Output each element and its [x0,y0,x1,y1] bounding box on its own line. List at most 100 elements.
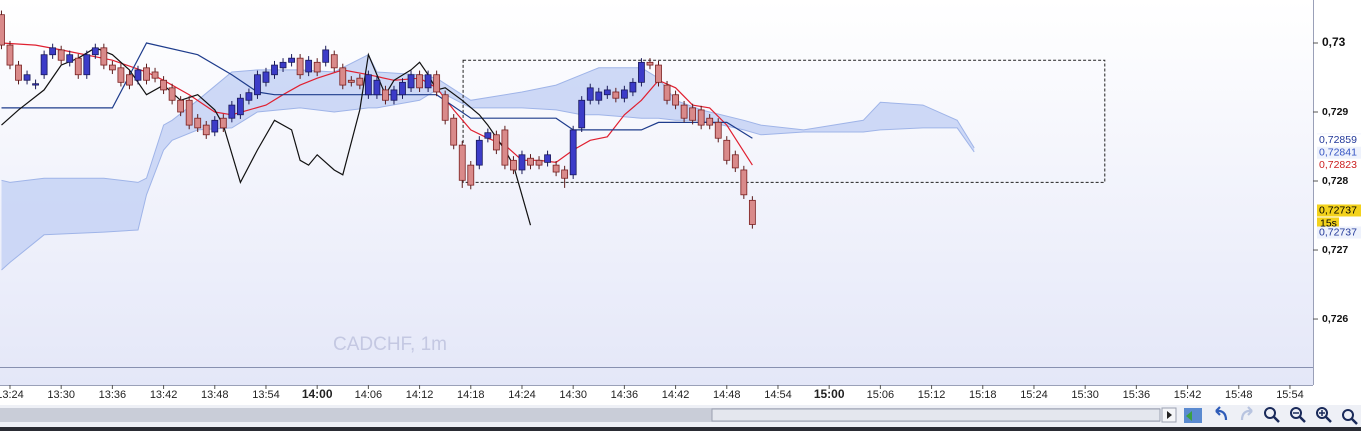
candle-body [458,144,466,181]
toolbar-icons [1184,406,1358,425]
x-tick-label: 15:06 [867,389,895,401]
candle-body [279,61,287,69]
candle-body [330,54,338,69]
candle-body [168,87,176,101]
candle-body [117,67,125,83]
candle-body [595,91,603,101]
candle-body [612,91,620,99]
candle-body [185,99,193,126]
candle-body [399,81,406,96]
candle-body [723,139,731,161]
candle-body [160,79,167,91]
candle-body [373,79,381,96]
candle-body [390,89,398,101]
candle-body [57,49,65,61]
x-tick-label: 14:06 [355,389,383,401]
candle-body [569,129,577,176]
y-tick-label: 0,726 [1322,313,1348,325]
candle-body [271,64,278,76]
candle-body [211,119,219,133]
undo-button[interactable] [1215,406,1228,421]
candle-body [15,64,22,81]
candle-body [0,14,5,46]
x-tick-label: 15:12 [918,389,946,401]
candle-body [143,67,150,81]
candle-body [416,74,423,89]
zoom-out-button[interactable] [1290,407,1306,423]
y-tick-label: 0,728 [1322,175,1348,187]
candle-body [23,74,31,81]
price-tag-label: 0,72737 [1319,204,1357,216]
price-tag-label: 0,72841 [1319,146,1357,158]
candle-body [219,117,227,129]
x-tick-label: 14:54 [764,389,792,401]
x-tick-label: 14:24 [508,389,536,401]
timer-label: 15s [1320,217,1337,229]
candle-body [202,124,210,136]
candle-body [535,159,543,166]
candle-body [433,74,441,93]
candle-body [382,89,389,101]
candle-body [100,47,108,66]
x-tick-label: 15:54 [1276,389,1304,401]
candle-body [646,61,654,66]
candle-body [364,74,372,96]
candle-body [262,71,270,83]
x-tick-label: 15:36 [1123,389,1151,401]
candle-body [655,64,662,83]
candle-body [347,79,355,83]
candle-body [450,117,458,146]
candle-body [714,121,722,139]
settings-button[interactable] [1342,409,1358,425]
candle-body [228,104,236,119]
redo-button[interactable] [1240,406,1253,421]
candle-body [424,74,432,89]
candle-body [561,169,569,179]
candle-body [672,94,679,106]
x-tick-label: 15:00 [814,387,845,401]
price-axis-background [1313,0,1361,385]
cloud-bottom-edge [1,89,975,271]
price-tag [1317,226,1361,239]
candle-body [544,154,551,163]
candle-body [518,154,526,171]
scrollbar-thumb[interactable] [711,408,1161,422]
candle-body [6,44,14,66]
candle-body [407,74,415,89]
x-tick-label: 13:42 [150,389,178,401]
price-tag [1317,134,1361,147]
auto-scroll-button[interactable] [1184,408,1202,423]
candle-body [586,87,594,101]
x-tick-label: 14:18 [457,389,485,401]
candle-body [484,132,492,139]
candle-body [441,94,449,121]
candle-body [552,164,560,173]
candle-body [245,92,253,101]
candle-body [629,81,637,93]
cloud-fill [1,54,975,271]
candle-body [527,157,534,166]
candle-body [731,154,739,169]
window-bottom-edge [0,427,1361,431]
candle-body [748,199,756,225]
candle-body [663,84,671,101]
price-tag [1317,204,1361,217]
plot-area [0,10,1106,271]
candle-body [134,69,142,81]
x-tick-label: 14:42 [662,389,690,401]
candle-body [339,67,347,86]
zoom-area-button[interactable] [1264,407,1280,423]
x-tick-label: 15:48 [1225,389,1253,401]
candle-body [740,169,748,196]
candle-body [313,61,321,73]
indicator-line [1,47,532,226]
candle-body [603,89,611,96]
candle-body [510,159,517,171]
zoom-in-button[interactable] [1316,407,1332,423]
candle-body [356,77,364,86]
candle-body [91,47,99,56]
candle-body [126,74,133,86]
x-tick-label: 13:24 [0,389,24,401]
